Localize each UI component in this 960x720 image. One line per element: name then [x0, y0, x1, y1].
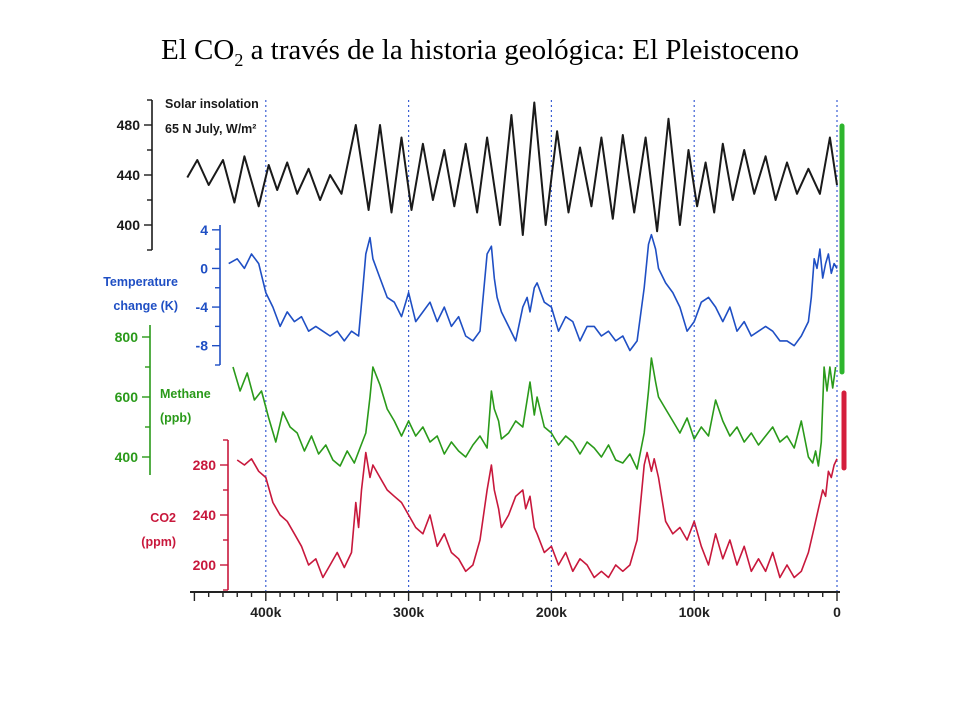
insolation-series-line: [186, 101, 838, 236]
title-prefix: El CO: [161, 34, 235, 66]
temperature-tick-label-4: 4: [200, 222, 208, 238]
insolation-tick-label-440: 440: [117, 167, 141, 183]
methane-tick-label-400: 400: [115, 449, 139, 465]
insolation-tick-label-400: 400: [117, 217, 141, 233]
co2-tick-label-280: 280: [193, 457, 217, 473]
temperature-label-line-1: Temperature: [103, 275, 178, 289]
insolation-label-line-2: 65 N July, W/m²: [165, 122, 256, 136]
time-axis-label-100k: 100k: [679, 604, 710, 620]
temperature-tick-label--8: -8: [196, 338, 209, 354]
temperature-series-line: [228, 233, 838, 352]
panel-temperature: 4 0 -4 -8 Temperature change (K): [103, 222, 838, 366]
time-axis-label-200k: 200k: [536, 604, 567, 620]
co2-series-line: [236, 451, 838, 579]
co2-label-line-1: CO2: [150, 511, 176, 525]
temperature-label-line-2: change (K): [113, 299, 178, 313]
time-axis-label-400k: 400k: [250, 604, 281, 620]
co2-label-line-2: (ppm): [141, 535, 176, 549]
methane-tick-label-800: 800: [115, 329, 139, 345]
co2-tick-label-200: 200: [193, 557, 217, 573]
insolation-label-line-1: Solar insolation: [165, 97, 259, 111]
co2-tick-label-240: 240: [193, 507, 217, 523]
temperature-tick-label--4: -4: [196, 299, 209, 315]
title-suffix: a través de la historia geológica: El Pl…: [243, 34, 799, 66]
methane-tick-label-600: 600: [115, 389, 139, 405]
title-subscript: 2: [234, 49, 244, 70]
time-axis-label-300k: 300k: [393, 604, 424, 620]
panel-insolation: 480 440 400 Solar insolation 65 N July, W/m²: [117, 97, 838, 251]
insolation-tick-label-480: 480: [117, 117, 141, 133]
temperature-tick-label-0: 0: [200, 260, 208, 276]
time-axis-label-0: 0: [833, 604, 841, 620]
methane-label-line-2: (ppb): [160, 411, 191, 425]
panel-co2: 280 240 200 CO2 (ppm): [141, 439, 838, 591]
methane-series-line: [232, 357, 837, 470]
methane-label-line-1: Methane: [160, 387, 211, 401]
slide-title: El CO2 a través de la historia geológica…: [0, 34, 960, 71]
panel-methane: 800 600 400 Methane (ppb): [115, 325, 837, 475]
